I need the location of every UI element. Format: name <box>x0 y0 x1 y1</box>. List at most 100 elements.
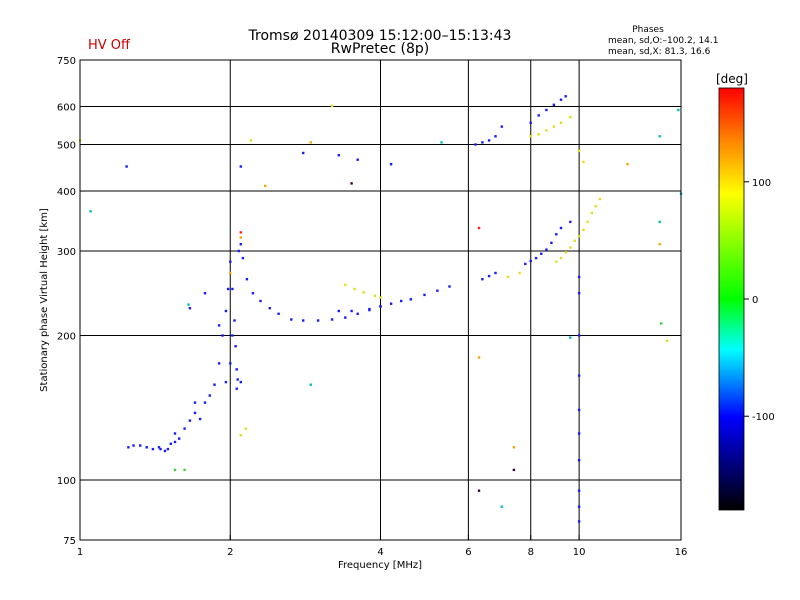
data-point <box>157 446 161 449</box>
data-point <box>350 182 353 185</box>
data-point <box>159 447 162 451</box>
data-point <box>582 228 585 232</box>
x-axis-ticks: 1 2 4 6 8 10 16 <box>77 535 688 558</box>
data-points <box>78 95 683 523</box>
data-point <box>481 141 484 144</box>
data-point <box>500 125 503 128</box>
data-point <box>145 446 148 449</box>
data-point <box>569 220 572 224</box>
data-point <box>173 440 177 444</box>
phases-x-stats: mean, sd,X: 81.3, 16.6 <box>608 47 711 57</box>
data-point <box>330 104 334 107</box>
data-point <box>187 303 190 306</box>
y-tick-label: 750 <box>57 56 76 67</box>
data-point <box>506 275 510 279</box>
data-point <box>198 417 202 421</box>
data-point <box>244 427 248 430</box>
data-point <box>537 114 540 117</box>
data-point <box>665 339 669 342</box>
y-axis-ticks: 75 100 200 300 400 500 600 750 <box>57 56 85 547</box>
data-point <box>590 211 593 215</box>
data-point <box>481 278 484 281</box>
x-tick-label: 16 <box>675 547 688 558</box>
x-tick-label: 10 <box>573 547 586 558</box>
x-tick-label: 4 <box>377 547 383 558</box>
data-point <box>193 411 197 415</box>
data-point <box>368 307 371 311</box>
data-point <box>626 163 629 166</box>
data-point <box>239 243 242 246</box>
x-axis-label: Frequency [MHz] <box>338 560 422 571</box>
data-point <box>545 248 548 251</box>
data-point <box>577 275 581 279</box>
data-point <box>350 309 353 313</box>
data-point <box>277 312 280 315</box>
data-point <box>166 447 170 451</box>
data-point <box>529 259 532 263</box>
data-point <box>236 378 239 381</box>
data-point <box>229 260 232 263</box>
data-point <box>188 307 192 310</box>
data-point <box>577 374 581 377</box>
data-point <box>203 292 207 295</box>
phases-title: Phases <box>632 25 664 35</box>
data-point <box>237 249 240 253</box>
colorbar: [deg] 100 0 -100 <box>716 72 775 511</box>
data-point <box>127 446 130 449</box>
phases-o-stats: mean, sd,O:–100.2, 14.1 <box>608 36 719 46</box>
data-point <box>677 108 680 112</box>
data-point <box>239 380 242 384</box>
colorbar-label: [deg] <box>716 72 748 86</box>
y-tick-label: 400 <box>57 187 76 198</box>
data-point <box>474 143 477 146</box>
data-point <box>537 133 540 136</box>
data-point <box>409 298 412 301</box>
data-point <box>518 271 521 275</box>
colorbar-tick-label: 100 <box>752 178 771 189</box>
data-point <box>344 316 347 319</box>
chart-title-line1: Tromsø 20140309 15:12:00–15:13:43 <box>248 28 512 44</box>
data-point <box>569 246 572 249</box>
data-point <box>586 220 589 224</box>
data-point <box>545 108 548 112</box>
y-tick-label: 100 <box>57 476 76 487</box>
data-point <box>373 294 377 297</box>
data-point <box>545 129 548 132</box>
data-point <box>139 444 142 447</box>
colorbar-tick-label: -100 <box>752 412 775 423</box>
data-point <box>379 305 382 308</box>
data-point <box>239 231 242 234</box>
data-point <box>239 165 242 168</box>
data-point <box>188 419 192 422</box>
data-point <box>550 241 553 244</box>
data-point <box>477 226 481 230</box>
data-point <box>524 262 527 266</box>
data-point <box>245 278 249 281</box>
data-point <box>582 160 585 164</box>
colorbar-tick-label: 0 <box>752 295 758 306</box>
x-tick-label: 6 <box>465 547 471 558</box>
y-tick-label: 300 <box>57 247 76 258</box>
data-point <box>178 437 181 440</box>
data-point <box>231 287 234 291</box>
data-point <box>598 197 601 201</box>
data-point <box>559 98 563 101</box>
x-tick-label: 8 <box>528 547 534 558</box>
data-point <box>552 125 556 128</box>
data-point <box>264 184 267 188</box>
data-point <box>309 383 312 386</box>
data-point <box>337 154 340 157</box>
data-point <box>290 318 293 321</box>
y-axis-label: Stationary phase Virtual Height [km] <box>39 208 50 392</box>
data-point <box>559 121 563 124</box>
chart-title-line2: RwPretec (8p) <box>331 41 429 57</box>
data-point <box>132 444 135 447</box>
data-point <box>309 141 312 144</box>
data-point <box>534 256 538 260</box>
data-point <box>379 296 382 299</box>
data-point <box>151 447 155 451</box>
data-point <box>203 401 207 404</box>
data-point <box>362 291 365 294</box>
